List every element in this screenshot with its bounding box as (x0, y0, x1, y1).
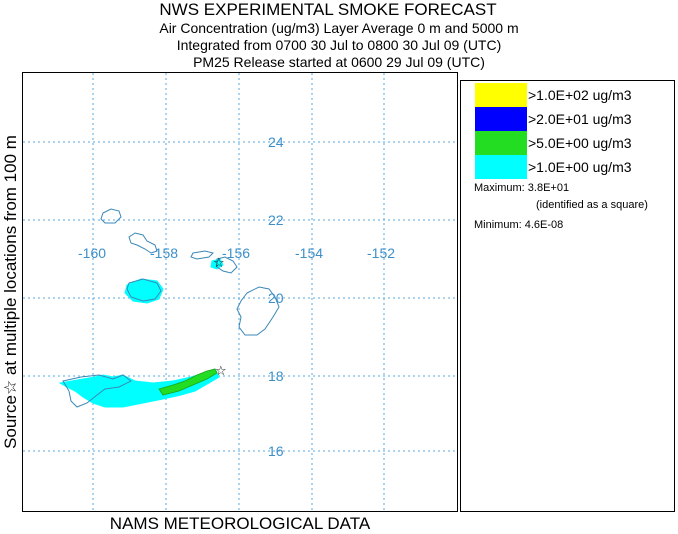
coast-maui (216, 256, 238, 274)
legend-panel: >1.0E+02 ug/m3 >2.0E+01 ug/m3 >5.0E+00 u… (460, 80, 675, 512)
grid-labels: -160 -158 -156 -154 -152 24 22 20 18 16 (78, 134, 395, 459)
legend-label: >5.0E+00 ug/m3 (528, 135, 632, 151)
source-label: Source☆ at multiple locations from 100 m (1, 135, 20, 449)
coast-niihau-kauai (100, 208, 122, 224)
lat-label: 16 (268, 443, 284, 459)
lon-label: -158 (150, 245, 178, 261)
legend-label: >1.0E+00 ug/m3 (528, 159, 632, 175)
minimum-value: Minimum: 4.6E-08 (474, 219, 564, 231)
legend-label: >1.0E+02 ug/m3 (528, 87, 632, 103)
legend-swatch-blue (475, 107, 527, 131)
smoke-plume (58, 258, 224, 408)
coast-kauai-main (126, 278, 162, 302)
lat-label: 22 (268, 212, 284, 228)
coast-plume-island (62, 374, 132, 408)
lat-label: 18 (268, 368, 284, 384)
map-title: NWS EXPERIMENTAL SMOKE FORECAST (159, 0, 497, 19)
lon-label: -152 (367, 245, 395, 261)
smoke-map: ☆ ☆ -160 -158 -156 -154 -152 24 22 20 18… (22, 72, 458, 512)
star-icon: ☆ (213, 256, 225, 271)
lat-label: 24 (268, 134, 284, 150)
graticule (23, 73, 457, 511)
plume-cyan-west (58, 368, 220, 408)
source-label-container: Source☆ at multiple locations from 100 m (0, 72, 22, 512)
star-icon: ☆ (215, 364, 227, 379)
lat-label: 20 (268, 290, 284, 306)
release-start: PM25 Release started at 0600 29 Jul 09 (… (193, 54, 485, 70)
map-canvas: ☆ ☆ -160 -158 -156 -154 -152 24 22 20 18… (23, 73, 457, 511)
coastline (62, 208, 280, 408)
data-source-footer: NAMS METEOROLOGICAL DATA (109, 514, 371, 533)
coast-molokai (190, 250, 214, 260)
source-markers: ☆ ☆ (213, 256, 227, 379)
plume-green (158, 368, 218, 396)
maximum-value: Maximum: 3.8E+01 (474, 182, 570, 194)
coast-big-island (236, 286, 280, 336)
lon-label: -154 (295, 245, 323, 261)
lon-label: -160 (78, 245, 106, 261)
legend-swatch-yellow (475, 83, 527, 107)
lon-label: -156 (222, 245, 250, 261)
concentration-subtitle: Air Concentration (ug/m3) Layer Average … (159, 20, 519, 36)
coast-oahu (128, 232, 158, 254)
legend-swatch-cyan (475, 155, 527, 179)
integration-period: Integrated from 0700 30 Jul to 0800 30 J… (176, 37, 502, 53)
legend-label: >2.0E+01 ug/m3 (528, 111, 632, 127)
maximum-note: (identified as a square) (536, 199, 648, 211)
legend-swatch-green (475, 131, 527, 155)
